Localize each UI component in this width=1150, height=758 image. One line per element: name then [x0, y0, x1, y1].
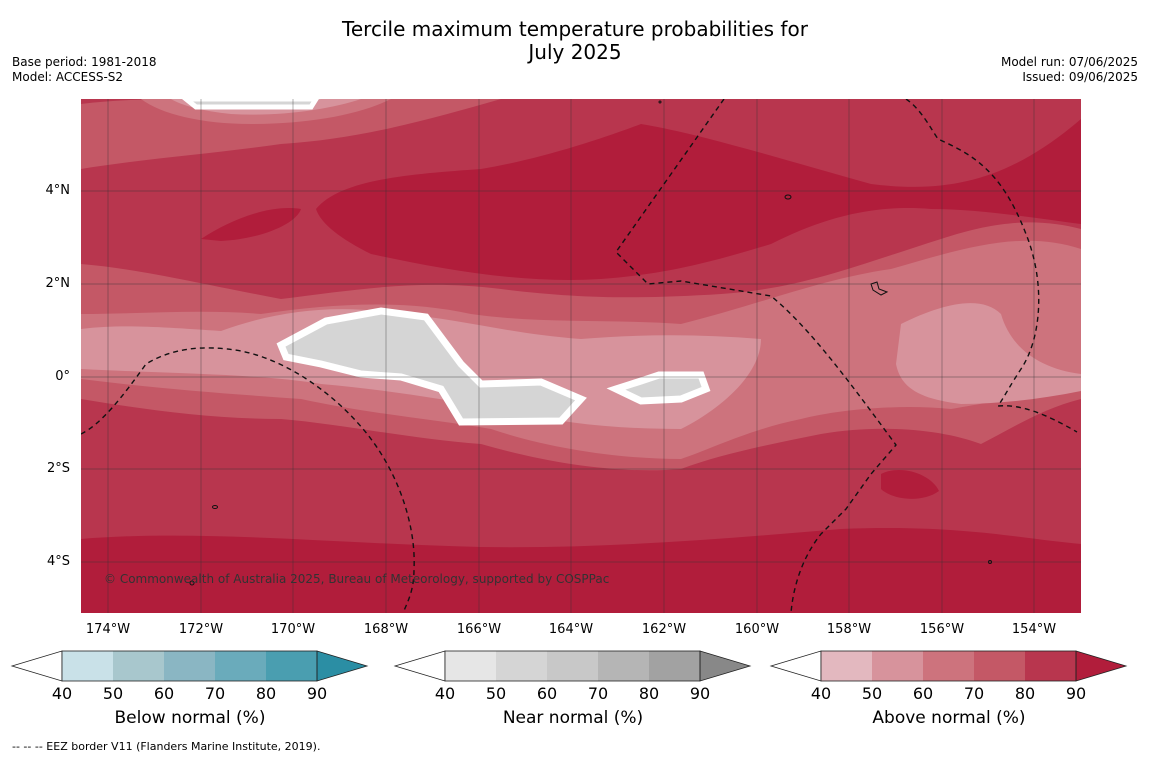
island-3 [212, 505, 218, 509]
tick-above-70: 70 [963, 684, 985, 703]
tick-above-80: 80 [1014, 684, 1036, 703]
eez-border-central [615, 99, 897, 613]
eez-border-west [81, 347, 415, 613]
lon-label-156w: 156°W [919, 622, 965, 637]
colorbar-above-swatch-1 [872, 651, 923, 681]
map-title: Tercile maximum temperature probabilitie… [0, 18, 1150, 64]
island-2 [870, 281, 889, 296]
islands [189, 100, 992, 586]
tick-near-90: 90 [689, 684, 711, 703]
probability-map [81, 99, 1081, 613]
tick-above-40: 40 [810, 684, 832, 703]
colorbar-near-outline [444, 650, 701, 682]
tick-above-60: 60 [912, 684, 934, 703]
lon-label-162w: 162°W [641, 622, 687, 637]
lat-label-0: 0° [55, 369, 70, 384]
tick-below-90: 90 [306, 684, 328, 703]
lon-label-174w: 174°W [85, 622, 131, 637]
colorbar-below-swatch-0 [62, 651, 113, 681]
contour-90-south [81, 527, 1081, 613]
island-4 [189, 580, 195, 586]
lon-label-168w: 168°W [363, 622, 409, 637]
lon-label-160w: 160°W [734, 622, 780, 637]
tick-below-60: 60 [153, 684, 175, 703]
lon-label-172w: 172°W [178, 622, 224, 637]
lat-label-4n: 4°N [45, 183, 71, 198]
lon-label-154w: 154°W [1011, 622, 1057, 637]
map-title-line1: Tercile maximum temperature probabilitie… [342, 17, 808, 41]
model-run-text: Model run: 07/06/2025 [1000, 55, 1138, 69]
colorbar-below-arrow-left [10, 650, 63, 682]
tick-below-50: 50 [102, 684, 124, 703]
legend-label-above-normal: Above normal (%) [872, 708, 1026, 728]
map-title-line2: July 2025 [528, 40, 622, 64]
eez-footnote: -- -- -- EEZ border V11 (Flanders Marine… [12, 740, 321, 753]
meta-left: Base period: 1981-2018 Model: ACCESS-S2 [12, 55, 157, 85]
island-5 [988, 560, 992, 564]
map-area [81, 99, 1081, 613]
colorbar-near-swatch-0 [445, 651, 496, 681]
tick-near-50: 50 [485, 684, 507, 703]
colorbar-below-normal [10, 650, 369, 682]
tick-below-70: 70 [204, 684, 226, 703]
colorbar-near-swatch-2 [547, 651, 598, 681]
legend-label-below-normal: Below normal (%) [114, 708, 266, 728]
colorbar-below-swatch-3 [215, 651, 266, 681]
legend-above-normal [769, 650, 1129, 690]
lat-label-2n: 2°N [45, 276, 71, 291]
meta-right: Model run: 07/06/2025 Issued: 09/06/2025 [1001, 55, 1138, 85]
near-normal-patch-top [181, 99, 319, 110]
tick-below-40: 40 [51, 684, 73, 703]
colorbar-above-arrow-left [769, 650, 822, 682]
contour-90-small [201, 208, 301, 241]
colorbar-above-swatch-3 [974, 651, 1025, 681]
colorbar-near-swatch-4 [649, 651, 700, 681]
colorbar-above-outline [820, 650, 1077, 682]
colorbar-above-normal [769, 650, 1128, 682]
colorbar-above-swatch-5 [1075, 650, 1128, 682]
lat-label-2s: 2°S [46, 461, 70, 476]
legend-label-near-normal: Near normal (%) [502, 708, 644, 728]
model-text: Model: ACCESS-S2 [12, 70, 124, 84]
colorbar-near-arrow-left [393, 650, 446, 682]
graticule [81, 99, 1081, 613]
colorbar-below-swatch-5 [316, 650, 369, 682]
tick-near-70: 70 [587, 684, 609, 703]
tick-near-80: 80 [638, 684, 660, 703]
issued-text: Issued: 09/06/2025 [1022, 70, 1138, 84]
lon-label-158w: 158°W [826, 622, 872, 637]
eez-borders [81, 99, 1078, 613]
lat-label-4s: 4°S [46, 554, 70, 569]
colorbar-near-swatch-1 [496, 651, 547, 681]
legend-below-normal [10, 650, 370, 690]
tick-above-50: 50 [861, 684, 883, 703]
lon-label-170w: 170°W [270, 622, 316, 637]
contour-90-patch [881, 470, 939, 499]
colorbar-below-swatch-1 [113, 651, 164, 681]
tick-above-90: 90 [1065, 684, 1087, 703]
lon-label-166w: 166°W [456, 622, 502, 637]
near-normal-patch-east [606, 371, 711, 405]
tick-near-60: 60 [536, 684, 558, 703]
colorbar-below-swatch-2 [164, 651, 215, 681]
colorbar-near-swatch-3 [598, 651, 649, 681]
tick-near-40: 40 [434, 684, 456, 703]
colorbar-near-swatch-5 [699, 650, 752, 682]
colorbar-above-swatch-2 [923, 651, 974, 681]
colorbar-below-swatch-4 [266, 651, 317, 681]
contour-90-north [316, 119, 1081, 280]
island-6 [658, 100, 662, 104]
colorbar-below-outline [61, 650, 318, 682]
lon-label-164w: 164°W [548, 622, 594, 637]
copyright-notice: © Commonwealth of Australia 2025, Bureau… [104, 572, 610, 586]
island-1 [784, 194, 792, 200]
colorbar-above-swatch-0 [821, 651, 872, 681]
colorbar-above-swatch-4 [1025, 651, 1076, 681]
tick-below-80: 80 [255, 684, 277, 703]
legend-near-normal [393, 650, 753, 690]
base-period-text: Base period: 1981-2018 [12, 55, 157, 69]
colorbar-near-normal [393, 650, 752, 682]
